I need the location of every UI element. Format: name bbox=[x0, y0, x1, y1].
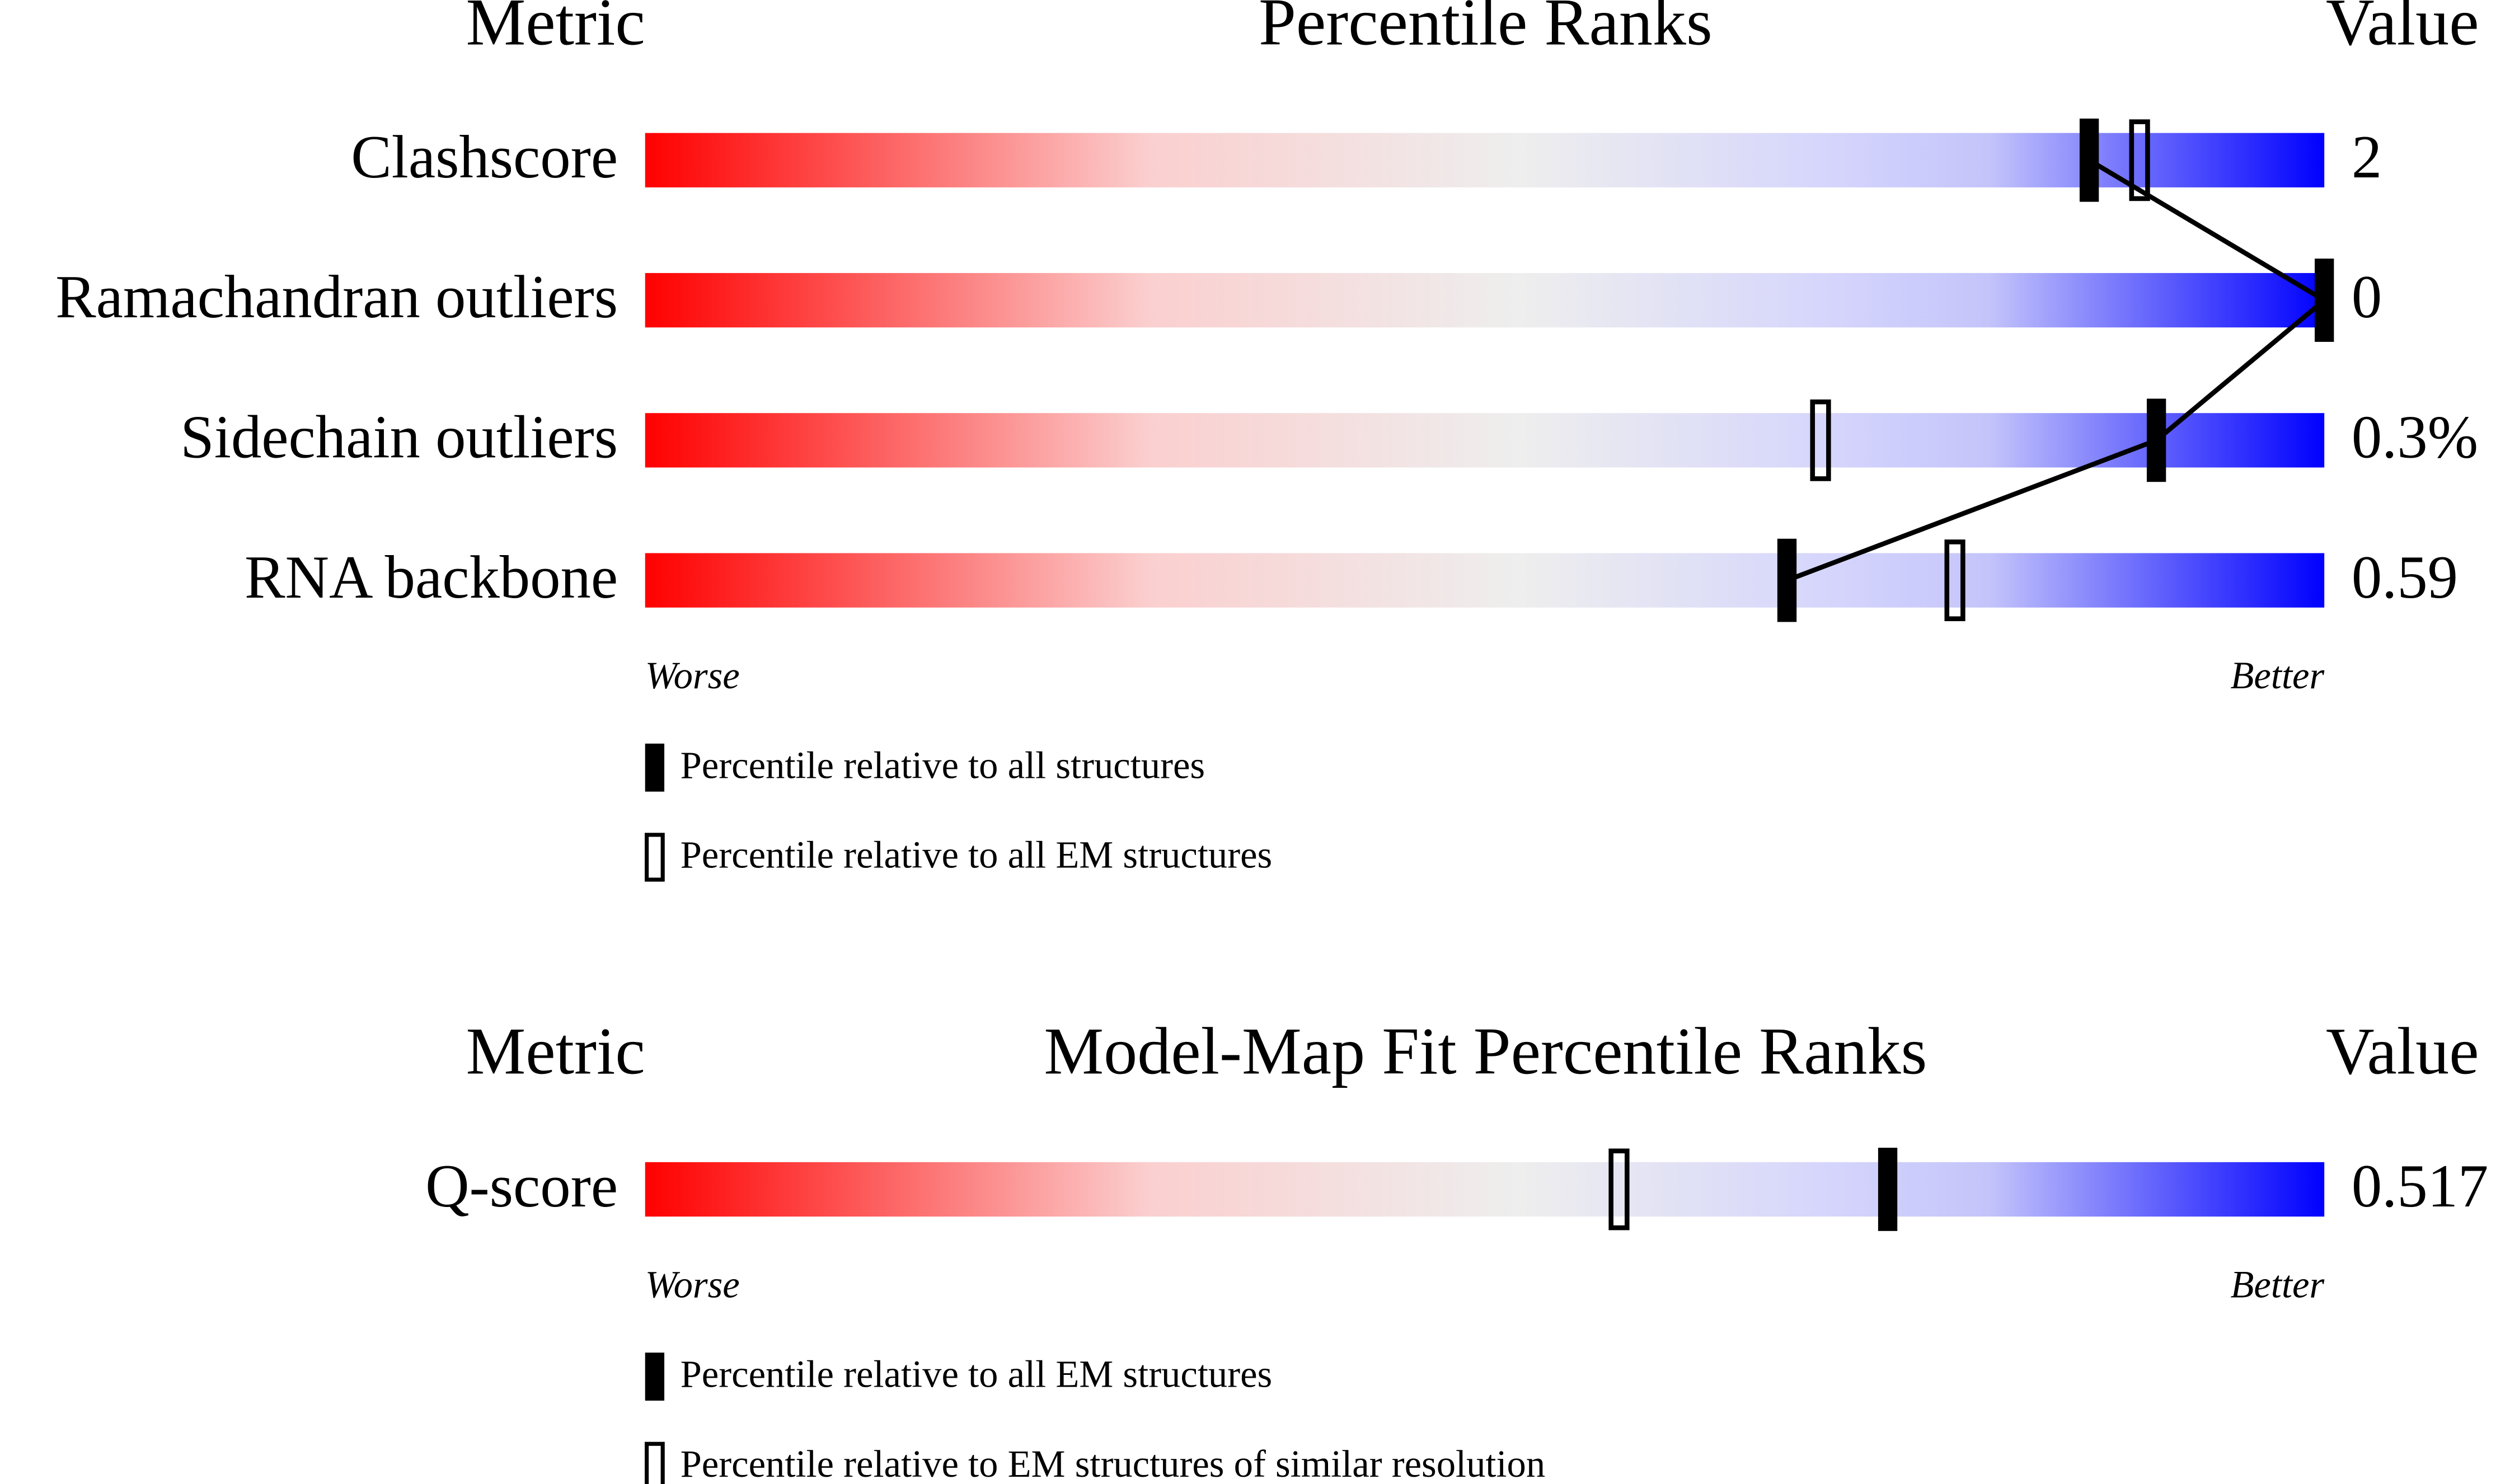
percentile-marker bbox=[2146, 398, 2166, 482]
legend-label: Percentile relative to all EM structures bbox=[681, 1353, 1273, 1396]
slider-bar bbox=[645, 413, 2325, 468]
better-label: Better bbox=[2231, 1264, 2325, 1306]
chart-title: Model-Map Fit Percentile Ranks bbox=[1044, 1013, 1927, 1088]
percentile-marker-open bbox=[1810, 399, 1831, 481]
better-label: Better bbox=[2231, 654, 2325, 697]
metric-value: 0.59 bbox=[2352, 543, 2458, 611]
percentile-marker-open bbox=[1944, 539, 1965, 622]
metric-value: 0.3% bbox=[2352, 403, 2478, 471]
legend-label: Percentile relative to EM structures of … bbox=[681, 1443, 1546, 1484]
legend-symbol bbox=[644, 1441, 665, 1484]
slider-bar bbox=[645, 553, 2325, 608]
slider-bar bbox=[645, 273, 2325, 328]
worse-label: Worse bbox=[645, 654, 740, 697]
metric-label: Ramachandran outliers bbox=[55, 263, 618, 331]
value-header: Value bbox=[2326, 0, 2479, 59]
legend-label: Percentile relative to all structures bbox=[681, 744, 1205, 786]
percentile-marker bbox=[1878, 1148, 1898, 1231]
metric-header: Metric bbox=[466, 1013, 645, 1088]
percentile-marker bbox=[2079, 118, 2099, 202]
metric-label: Sidechain outliers bbox=[180, 403, 618, 471]
metric-label: RNA backbone bbox=[245, 543, 618, 611]
percentile-marker bbox=[1777, 538, 1797, 622]
slider-bar bbox=[645, 1162, 2325, 1217]
percentile-marker-open bbox=[2129, 119, 2150, 201]
metric-value: 0.517 bbox=[2352, 1152, 2489, 1220]
metric-value: 2 bbox=[2352, 123, 2382, 191]
worse-label: Worse bbox=[645, 1264, 740, 1306]
legend-label: Percentile relative to all EM structures bbox=[681, 834, 1273, 876]
legend-symbol bbox=[645, 743, 665, 792]
chart-title: Percentile Ranks bbox=[1259, 0, 1713, 59]
percentile-marker-open bbox=[1608, 1148, 1630, 1231]
percentile-marker bbox=[2315, 259, 2334, 342]
value-header: Value bbox=[2326, 1013, 2479, 1088]
legend-symbol bbox=[644, 833, 665, 882]
legend-symbol bbox=[645, 1352, 665, 1401]
metric-header: Metric bbox=[466, 0, 645, 59]
slider-bar bbox=[645, 133, 2325, 187]
connector-line bbox=[1786, 158, 2329, 583]
metric-value: 0 bbox=[2352, 263, 2382, 331]
metric-label: Clashscore bbox=[351, 123, 618, 191]
metric-label: Q-score bbox=[425, 1152, 618, 1220]
